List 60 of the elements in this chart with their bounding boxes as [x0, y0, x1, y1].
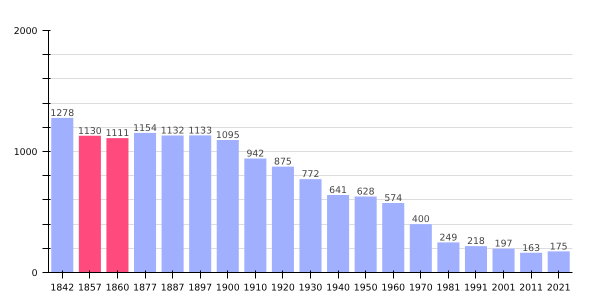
data-label: 628 — [356, 186, 375, 198]
data-label: 249 — [439, 232, 458, 244]
bar — [189, 135, 212, 272]
x-tick-label: 1970 — [408, 282, 433, 294]
bar — [354, 196, 377, 272]
data-label: 175 — [550, 241, 568, 252]
data-label: 641 — [329, 184, 348, 196]
bar — [410, 224, 432, 272]
data-label: 1133 — [188, 125, 212, 136]
x-tick-label: 1897 — [188, 282, 212, 294]
bar — [106, 138, 128, 272]
bar — [299, 179, 322, 272]
bar — [162, 136, 184, 272]
data-label: 1132 — [160, 126, 184, 137]
x-tick-label: 1960 — [381, 282, 406, 294]
data-label: 942 — [246, 148, 264, 160]
data-label: 1154 — [133, 122, 157, 134]
data-label: 1095 — [216, 130, 240, 142]
bar — [272, 166, 294, 272]
x-tick-label: 2001 — [492, 282, 516, 294]
bar — [216, 140, 239, 272]
x-tick-label: 1857 — [78, 282, 102, 294]
data-label: 1130 — [78, 126, 102, 137]
data-label: 218 — [467, 236, 485, 248]
y-tick-label: 1000 — [14, 147, 38, 158]
x-tick-label: 1900 — [216, 282, 240, 294]
x-tick-label: 2011 — [519, 282, 544, 294]
x-tick-label: 1991 — [464, 282, 488, 294]
data-label: 197 — [494, 238, 513, 250]
data-label: 1111 — [106, 128, 130, 140]
data-label: 400 — [412, 214, 430, 226]
x-tick-label: 1910 — [243, 282, 268, 294]
data-label: 574 — [384, 193, 402, 204]
data-label: 163 — [522, 242, 540, 254]
x-tick-label: 2021 — [546, 282, 571, 294]
x-tick-label: 1920 — [271, 282, 295, 294]
bar — [437, 242, 460, 272]
bar — [464, 246, 488, 272]
x-tick-label: 1860 — [106, 282, 130, 294]
x-tick-label: 1930 — [298, 282, 322, 294]
data-label: 772 — [302, 169, 320, 180]
bar — [78, 136, 101, 272]
x-tick-label: 1877 — [133, 282, 157, 294]
bar — [134, 132, 156, 272]
bar — [548, 251, 570, 272]
x-tick-label: 1887 — [160, 282, 185, 294]
bar — [327, 194, 350, 272]
y-tick-label: 2000 — [14, 26, 38, 37]
x-tick-label: 1950 — [354, 282, 378, 294]
bar — [382, 203, 404, 272]
x-tick-label: 1940 — [326, 282, 350, 294]
data-label: 875 — [274, 156, 292, 168]
y-tick-label: 0 — [32, 268, 38, 279]
bar — [244, 158, 266, 272]
bar — [51, 118, 74, 272]
x-tick-label: 1842 — [50, 282, 74, 294]
x-tick-label: 1981 — [436, 282, 460, 294]
data-label: 1278 — [50, 108, 74, 119]
bar — [520, 252, 542, 272]
bar — [492, 248, 515, 272]
